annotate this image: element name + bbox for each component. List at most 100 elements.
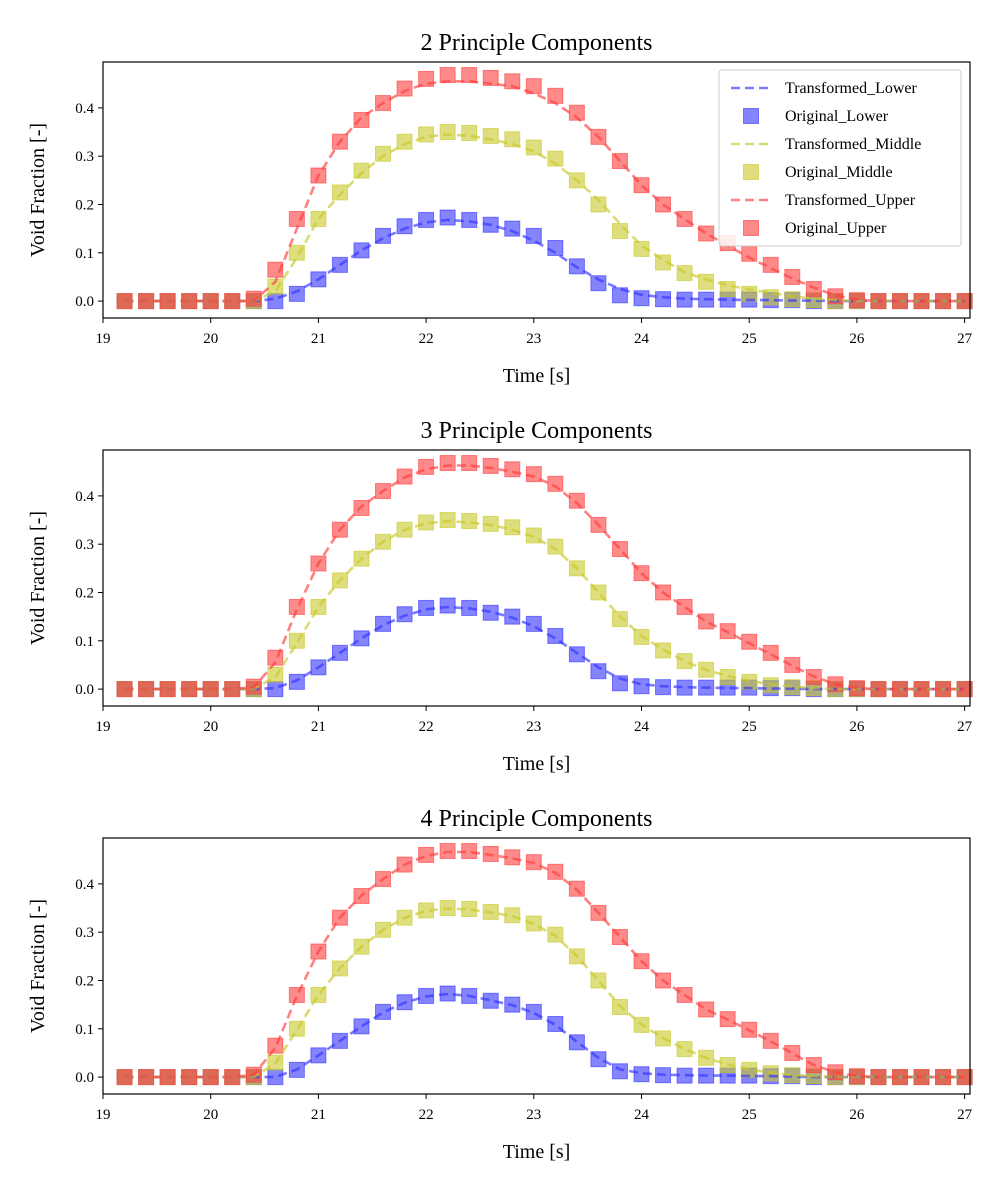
marker-upper [245, 290, 262, 307]
series-transformed-upper [124, 850, 965, 1079]
marker-lower [353, 630, 370, 647]
plot-frame [102, 837, 971, 1095]
y-tick-label: 0.2 [75, 973, 94, 989]
x-tick-label: 27 [957, 1107, 973, 1123]
marker-upper [784, 268, 801, 285]
x-tick-label: 26 [849, 719, 865, 735]
y-tick-label: 0.2 [75, 585, 94, 601]
y-tick-label: 0.4 [75, 489, 94, 505]
y-tick-label: 0.0 [75, 1070, 94, 1086]
marker-lower [611, 287, 628, 304]
series-original-upper [116, 843, 973, 1086]
marker-upper [267, 261, 284, 278]
x-tick-label: 25 [742, 331, 757, 347]
marker-upper [547, 475, 564, 492]
legend-label: Original_Middle [785, 164, 893, 181]
series-transformed-upper [124, 80, 965, 303]
marker-upper [568, 492, 585, 509]
marker-lower [633, 678, 650, 695]
y-tick-label: 0.3 [75, 537, 94, 553]
legend-label: Transformed_Lower [785, 80, 918, 97]
marker-upper [504, 461, 521, 478]
x-tick-label: 23 [526, 1107, 541, 1123]
marker-middle [611, 223, 628, 240]
legend-label: Original_Upper [785, 220, 887, 237]
marker-lower [396, 606, 413, 623]
x-tick-label: 19 [96, 331, 111, 347]
marker-middle [611, 611, 628, 628]
marker-upper [396, 80, 413, 97]
marker-middle [439, 124, 456, 141]
y-tick-label: 0.4 [75, 877, 94, 893]
marker-upper [676, 598, 693, 615]
plot-frame [102, 449, 971, 707]
x-tick-label: 25 [742, 719, 757, 735]
series-original-upper [116, 455, 973, 698]
marker-lower [655, 291, 672, 308]
x-tick-label: 21 [311, 719, 326, 735]
marker-middle [461, 125, 478, 142]
marker-middle [698, 273, 715, 290]
y-tick-label: 0.3 [75, 149, 94, 165]
x-axis-label: Time [s] [503, 1141, 571, 1163]
x-tick-label: 27 [957, 719, 973, 735]
marker-lower [353, 242, 370, 259]
marker-middle [525, 139, 542, 156]
series-transformed-upper [124, 464, 965, 691]
marker-upper [698, 613, 715, 630]
marker-middle [504, 131, 521, 148]
x-tick-label: 19 [96, 719, 111, 735]
legend-marker-middle [743, 164, 759, 180]
series-original-middle [116, 900, 973, 1086]
y-tick-label: 0.1 [75, 246, 94, 262]
series-transformed-lower [124, 218, 965, 303]
legend-label: Transformed_Middle [785, 136, 921, 153]
x-axis-label: Time [s] [503, 753, 571, 775]
y-tick-label: 0.1 [75, 1022, 94, 1038]
x-tick-label: 19 [96, 1107, 111, 1123]
marker-upper [461, 455, 478, 472]
series-original-lower [116, 985, 973, 1086]
marker-middle [633, 240, 650, 257]
chart-title: 3 Principle Components [421, 418, 653, 444]
chart-title: 2 Principle Components [421, 30, 653, 56]
x-tick-label: 24 [634, 331, 650, 347]
marker-upper [482, 69, 499, 86]
x-tick-label: 20 [203, 719, 218, 735]
marker-lower [525, 227, 542, 244]
y-tick-label: 0.0 [75, 294, 94, 310]
marker-upper [762, 1032, 779, 1049]
x-tick-label: 23 [526, 331, 541, 347]
x-tick-label: 20 [203, 1107, 218, 1123]
marker-lower [418, 211, 435, 228]
marker-lower [353, 1018, 370, 1035]
chart-panel-1: 2 Principle Components Time [s] Void Fract… [27, 30, 973, 387]
marker-middle [375, 145, 392, 162]
x-axis-label: Time [s] [503, 365, 571, 387]
chart-panel-2: 3 Principle Components Time [s] Void Fract… [27, 418, 973, 775]
series-original-lower [116, 597, 973, 698]
marker-middle [331, 184, 348, 201]
marker-upper [504, 73, 521, 90]
marker-lower [547, 239, 564, 256]
marker-lower [590, 663, 607, 680]
marker-lower [288, 673, 305, 690]
x-tick-label: 21 [311, 331, 326, 347]
marker-middle [547, 538, 564, 555]
marker-middle [482, 127, 499, 144]
marker-lower [439, 597, 456, 614]
x-tick-label: 22 [419, 719, 434, 735]
series-transformed-lower [124, 605, 965, 691]
y-axis-label: Void Fraction [-] [27, 123, 49, 257]
x-tick-label: 21 [311, 1107, 326, 1123]
marker-lower [396, 218, 413, 235]
marker-lower [439, 209, 456, 226]
chart-title: 4 Principle Components [421, 806, 653, 832]
x-tick-label: 22 [419, 331, 434, 347]
marker-upper [267, 1037, 284, 1054]
x-tick-label: 25 [742, 1107, 757, 1123]
legend: Transformed_Lower Original_Lower Transform… [718, 69, 962, 247]
marker-upper [784, 656, 801, 673]
y-tick-label: 0.1 [75, 634, 94, 650]
series-original-middle [116, 512, 973, 698]
